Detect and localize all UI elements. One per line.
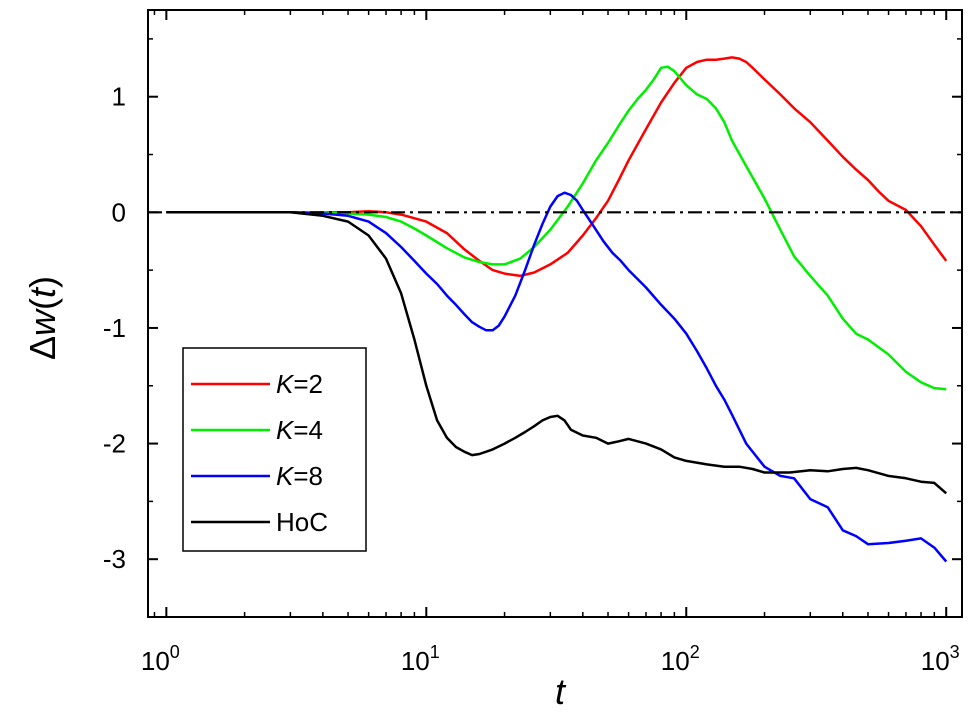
y-tick-label: -1: [103, 313, 126, 343]
plot-area-frame: [147, 9, 963, 618]
y-tick-label: 1: [112, 82, 126, 112]
y-tick-label: -3: [103, 544, 126, 574]
series-line: [166, 211, 948, 495]
series-layer: [166, 56, 948, 563]
series-line: [166, 65, 947, 391]
y-tick-label: -2: [103, 429, 126, 459]
x-tick-label: 101: [401, 642, 440, 676]
x-tick-label: 103: [921, 642, 960, 676]
y-axis-title: Δw(t): [22, 276, 63, 360]
legend-label: K=2: [276, 369, 323, 399]
y-tick-label: 0: [112, 197, 126, 227]
legend: K=2 K=4 K=8 HoC: [182, 347, 367, 552]
legend-label: K=4: [276, 415, 323, 445]
tick-labels: 100 101 102 103 -3 -2 -1 0 1: [103, 82, 960, 676]
legend-label: K=8: [276, 461, 323, 491]
series-line: [166, 191, 948, 563]
legend-box: [182, 347, 367, 552]
x-axis-title: t: [555, 671, 567, 712]
x-tick-label: 100: [141, 642, 180, 676]
x-tick-label: 102: [661, 642, 700, 676]
series-line: [166, 56, 948, 278]
legend-label: HoC: [276, 507, 328, 537]
